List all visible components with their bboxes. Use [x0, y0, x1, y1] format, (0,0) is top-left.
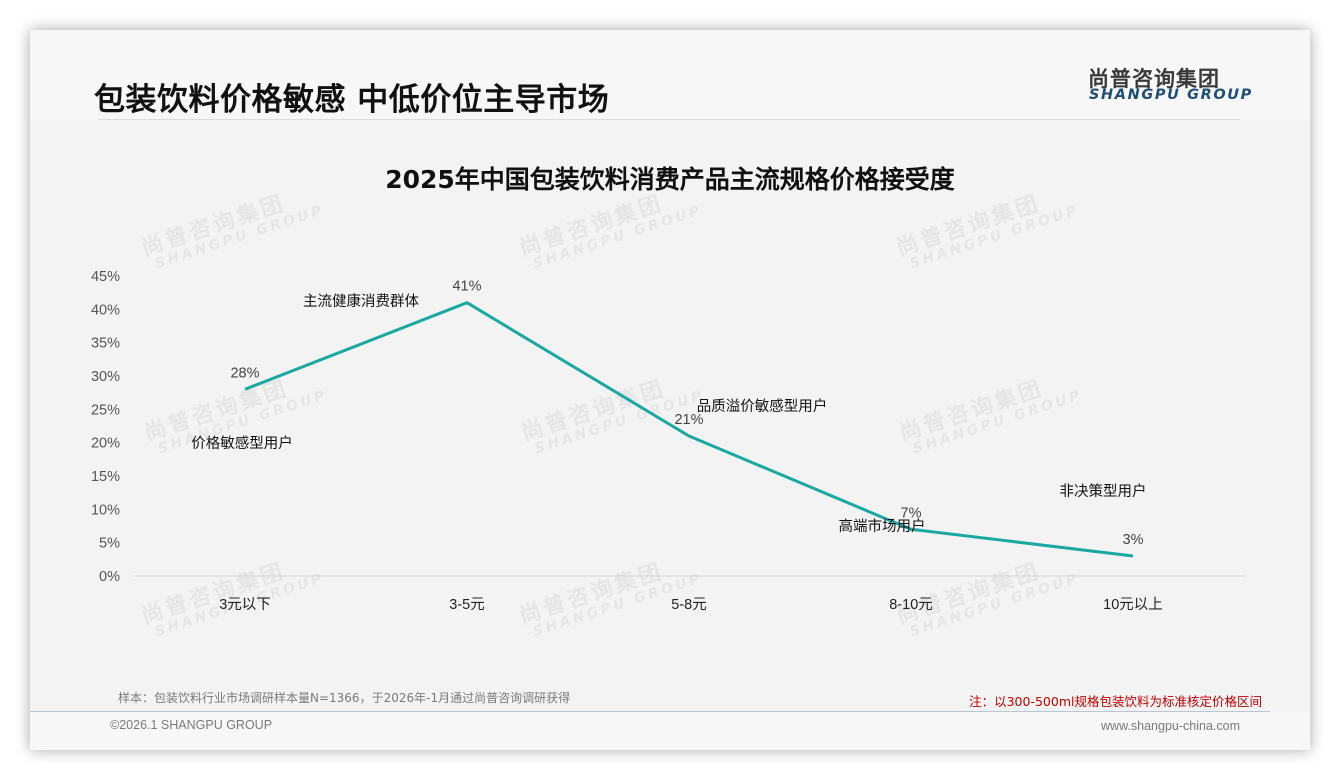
series-line: [244, 301, 1134, 558]
data-label: 7%: [901, 505, 922, 521]
header-divider: [98, 119, 1240, 120]
standard-note: 注：以300-500ml规格包装饮料为标准核定价格区间: [969, 694, 1262, 709]
y-tick-label: 10%: [91, 502, 120, 518]
x-tick-label: 10元以上: [1103, 596, 1163, 613]
segment-annotation: 非决策型用户: [1060, 483, 1147, 500]
data-label: 3%: [1123, 532, 1144, 548]
y-tick-label: 0%: [99, 569, 120, 585]
x-tick-label: 8-10元: [889, 597, 933, 613]
segment-annotation: 品质溢价敏感型用户: [697, 398, 828, 415]
y-tick-label: 40%: [91, 302, 120, 318]
x-tick-label: 3-5元: [449, 597, 484, 613]
y-tick-label: 5%: [99, 536, 120, 552]
page-title: 包装饮料价格敏感 中低价位主导市场: [94, 82, 610, 118]
footer-divider: [30, 711, 1270, 712]
y-tick-label: 45%: [91, 269, 120, 285]
y-axis-ticks: 0% 5% 10% 15% 20% 25% 30% 35% 40% 45%: [91, 269, 120, 585]
data-label: 21%: [674, 412, 703, 428]
x-tick-label: 5-8元: [671, 597, 706, 613]
y-tick-label: 15%: [91, 469, 120, 485]
y-tick-label: 35%: [91, 336, 120, 352]
x-axis-labels: 3元以下 3-5元 5-8元 8-10元 10元以上: [219, 596, 1163, 613]
chart-title: 2025年中国包装饮料消费产品主流规格价格接受度: [385, 165, 955, 194]
website-link[interactable]: www.shangpu-china.com: [1101, 719, 1240, 733]
header-band: [30, 30, 1310, 120]
y-tick-label: 20%: [91, 436, 120, 452]
slide: 包装饮料价格敏感 中低价位主导市场 尚普咨询集团 SHANGPU GROUP 尚…: [30, 30, 1310, 750]
x-tick-label: 3元以下: [219, 597, 271, 613]
segment-annotation: 高端市场用户: [839, 518, 926, 535]
sample-note: 样本：包装饮料行业市场调研样本量N=1366，于2026年-1月通过尚普咨询调研…: [118, 691, 571, 705]
data-label: 28%: [230, 365, 259, 381]
line-chart: 0% 5% 10% 15% 20% 25% 30% 35% 40% 45% 3元以下 3-5元 5-8…: [91, 269, 1245, 613]
segment-annotation: 主流健康消费群体: [303, 293, 419, 310]
footer-band: [30, 712, 1310, 750]
y-tick-label: 25%: [91, 402, 120, 418]
logo-chinese: 尚普咨询集团: [1088, 67, 1220, 91]
segment-annotation: 价格敏感型用户: [191, 435, 293, 452]
y-tick-label: 30%: [91, 369, 120, 385]
data-label: 41%: [452, 279, 481, 295]
logo-english: SHANGPU GROUP: [1089, 87, 1253, 103]
copyright: ©2026.1 SHANGPU GROUP: [110, 718, 273, 732]
data-labels: 28% 41% 21% 7% 3%: [230, 279, 1143, 548]
